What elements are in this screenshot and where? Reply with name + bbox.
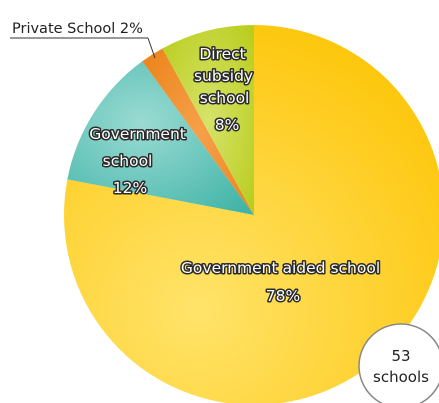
value-government-school: 12% bbox=[113, 179, 147, 197]
pie-slices bbox=[64, 25, 439, 403]
name-government-aided: Government aided school bbox=[181, 259, 380, 277]
slice-government-school bbox=[67, 61, 255, 215]
label-government-school: Government school 12% bbox=[89, 125, 191, 197]
callout-private-school-label: Private School 2% bbox=[12, 21, 143, 37]
slice-private-school bbox=[142, 48, 254, 215]
slice-direct-subsidy bbox=[162, 25, 254, 215]
school-count-badge: 53 schools bbox=[358, 323, 439, 403]
slice-government-aided bbox=[64, 25, 439, 403]
badge-count: 53 bbox=[391, 347, 410, 365]
value-direct-subsidy: 8% bbox=[215, 116, 240, 134]
callout-pointer-line bbox=[147, 37, 156, 59]
label-direct-subsidy: Direct subsidy school 8% bbox=[194, 45, 258, 134]
badge-unit: schools bbox=[373, 368, 429, 386]
label-government-aided: Government aided school 78% bbox=[181, 259, 385, 305]
value-government-aided: 78% bbox=[266, 287, 300, 305]
